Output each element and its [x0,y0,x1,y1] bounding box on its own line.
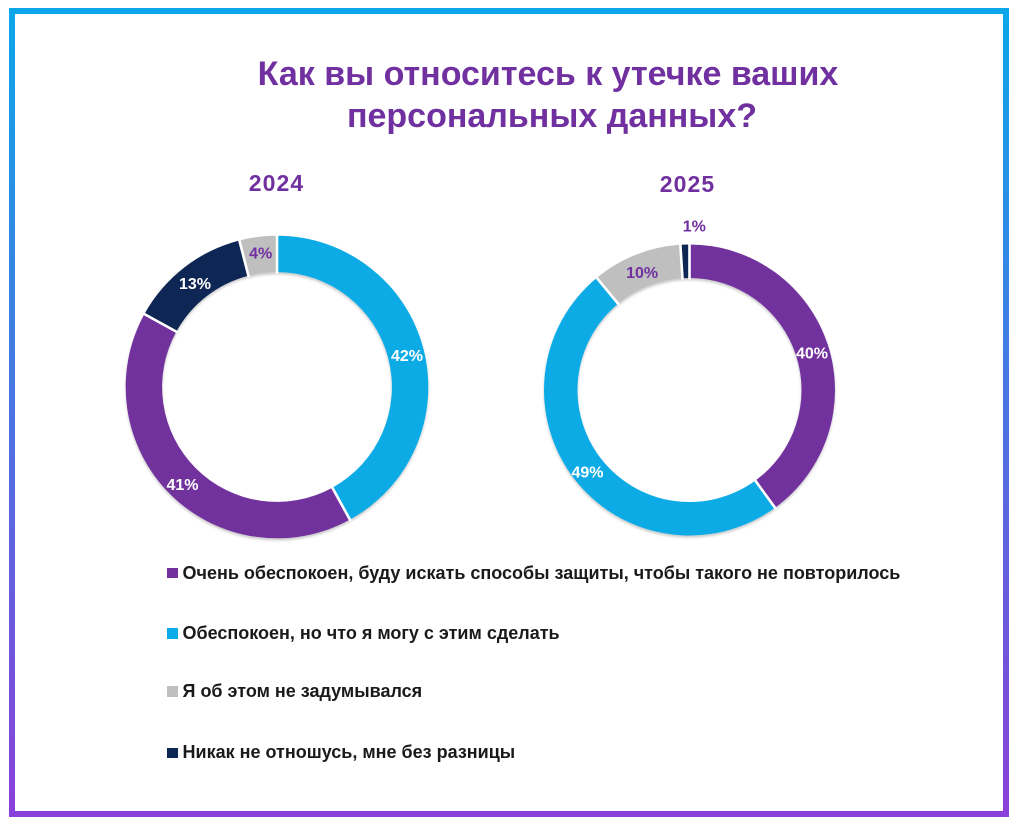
svg-text:41%: 41% [166,477,198,494]
svg-text:13%: 13% [179,276,211,293]
svg-text:49%: 49% [571,464,603,481]
svg-text:10%: 10% [626,265,658,282]
svg-text:42%: 42% [391,348,423,365]
svg-text:4%: 4% [249,246,272,263]
svg-text:40%: 40% [796,346,828,363]
svg-text:1%: 1% [683,219,706,236]
